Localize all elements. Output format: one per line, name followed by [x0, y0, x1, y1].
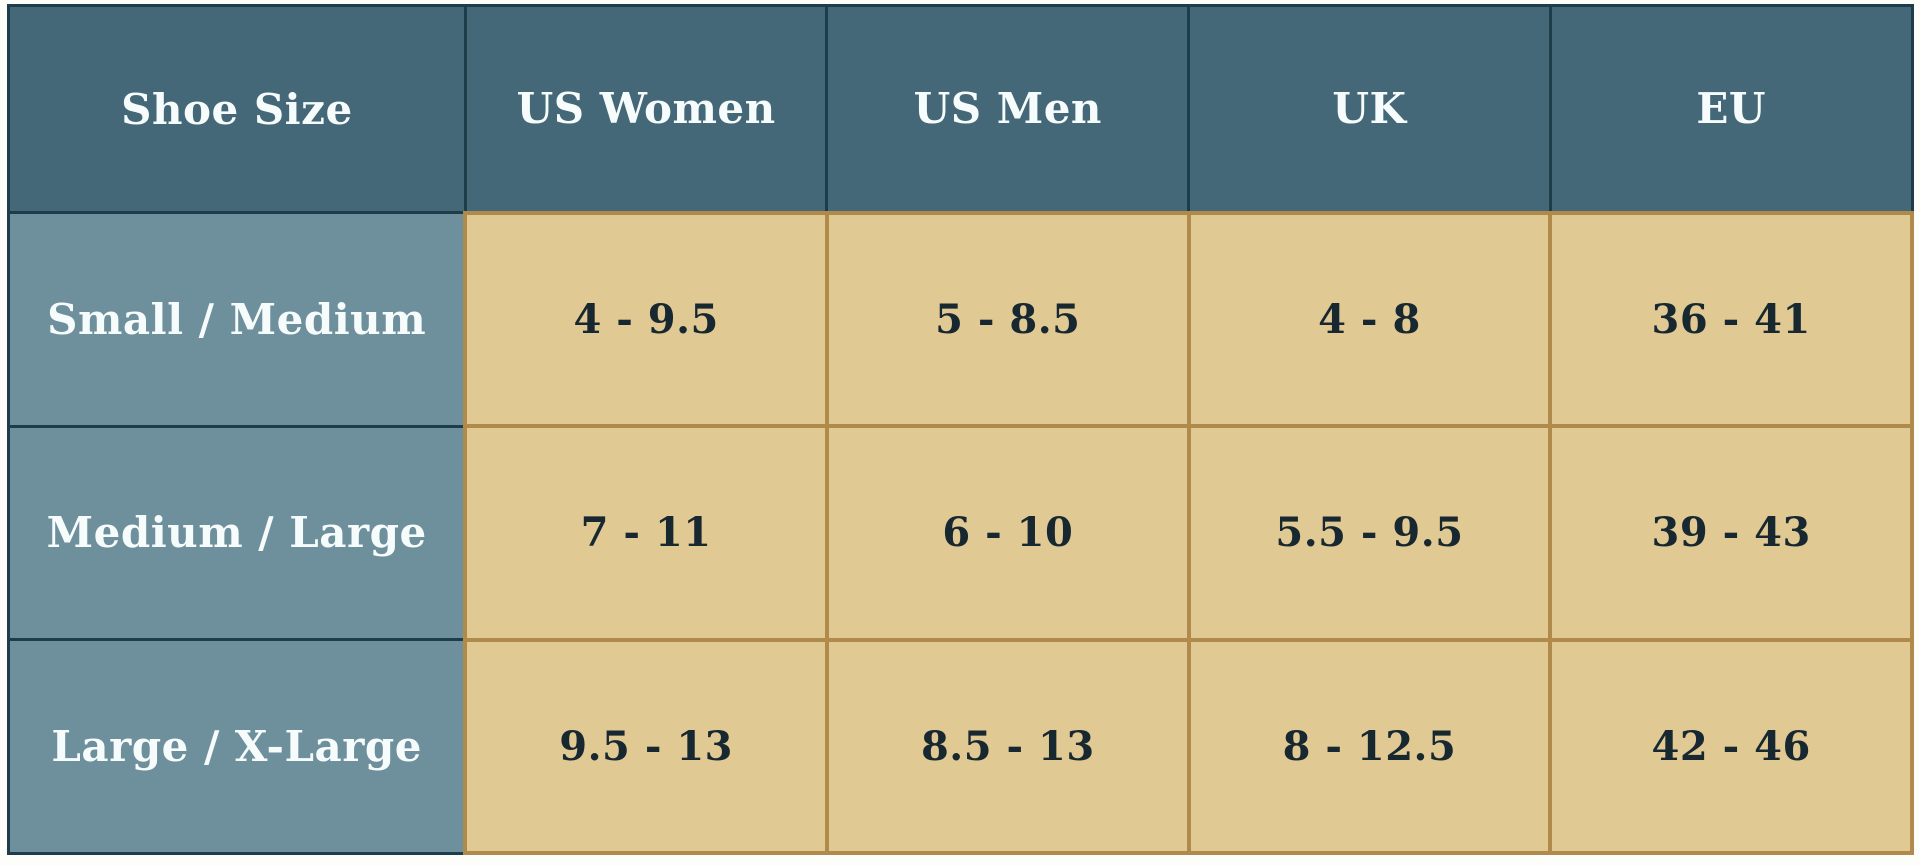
- shoe-size-conversion-table: Shoe Size US Women US Men UK EU Small / …: [7, 4, 1914, 855]
- table-cell: 42 - 46: [1548, 637, 1914, 855]
- row-label-small-medium: Small / Medium: [7, 211, 467, 428]
- column-header-uk: UK: [1187, 4, 1552, 214]
- table-cell: 36 - 41: [1548, 210, 1914, 428]
- size-conversion-table-wrap: Shoe Size US Women US Men UK EU Small / …: [7, 4, 1914, 855]
- row-label-medium-large: Medium / Large: [7, 424, 467, 641]
- table-row-small-medium: Small / Medium 4 - 9.5 5 - 8.5 4 - 8 36 …: [7, 210, 1914, 428]
- table-cell: 8 - 12.5: [1186, 637, 1553, 855]
- table-cell: 4 - 9.5: [463, 210, 829, 428]
- column-header-us-women: US Women: [463, 4, 829, 214]
- table-row-medium-large: Medium / Large 7 - 11 6 - 10 5.5 - 9.5 3…: [7, 424, 1914, 642]
- column-header-eu: EU: [1548, 4, 1914, 214]
- table-cell: 7 - 11: [463, 424, 829, 642]
- table-row-large-xlarge: Large / X-Large 9.5 - 13 8.5 - 13 8 - 12…: [7, 637, 1914, 855]
- row-label-large-xlarge: Large / X-Large: [7, 638, 467, 855]
- table-cell: 6 - 10: [824, 424, 1191, 642]
- table-cell: 4 - 8: [1186, 210, 1553, 428]
- header-row: Shoe Size US Women US Men UK EU: [7, 4, 1914, 214]
- table-cell: 8.5 - 13: [824, 637, 1191, 855]
- table-cell: 5.5 - 9.5: [1186, 424, 1553, 642]
- table-cell: 9.5 - 13: [463, 637, 829, 855]
- table-cell: 5 - 8.5: [824, 210, 1191, 428]
- column-header-shoe-size: Shoe Size: [7, 4, 467, 214]
- column-header-us-men: US Men: [825, 4, 1191, 214]
- table-cell: 39 - 43: [1548, 424, 1914, 642]
